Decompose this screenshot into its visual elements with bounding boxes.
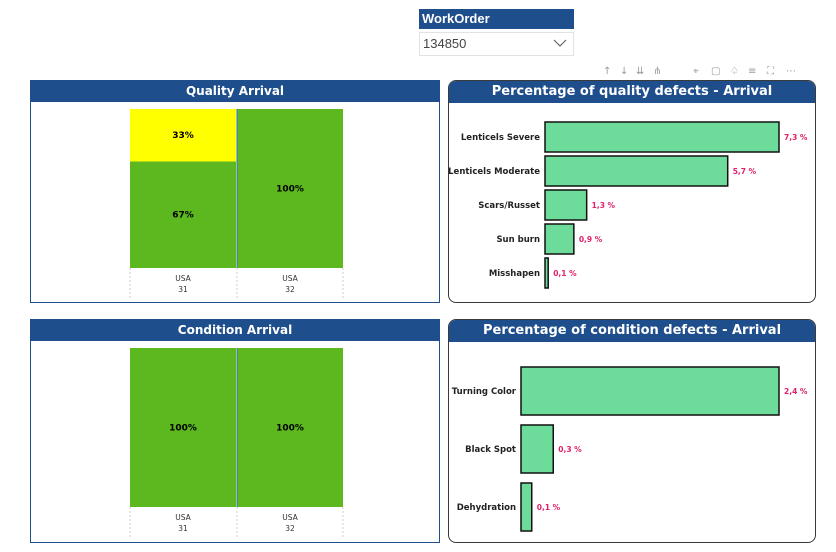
condition-defects-chart: Turning Color 2,4 % Black Spot 0,3 % Dehydra… xyxy=(452,366,808,532)
bar xyxy=(544,257,549,289)
bar xyxy=(544,223,575,255)
data-label: 5,7 % xyxy=(733,167,757,176)
bar-segment xyxy=(130,348,236,507)
category-label: Turning Color xyxy=(452,387,517,397)
quality-defects-panel: Percentage of quality defects - Arrival … xyxy=(448,80,816,303)
quality-arrival-chart: 67% 33% USA 31 100% USA 32 xyxy=(129,109,344,300)
condition-arrival-chart: 100% USA 31 100% USA 32 xyxy=(129,348,344,539)
condition-defects-panel: Percentage of condition defects - Arriva… xyxy=(448,319,816,543)
double-arrow-down-icon[interactable]: ⇊ xyxy=(636,66,645,77)
quality-arrival-panel: Quality Arrival 67% 33% USA 31 100% USA 32 xyxy=(30,80,440,303)
axis-tick-label: USA xyxy=(282,274,298,283)
axis-tick-label: USA xyxy=(175,513,191,522)
data-label: 1,3 % xyxy=(592,201,616,210)
workorder-slicer[interactable]: WorkOrder 134850 xyxy=(419,9,574,57)
condition-arrival-panel: Condition Arrival 100% USA 31 100% USA 32 xyxy=(30,319,440,543)
bar xyxy=(544,189,588,221)
axis-tick-label: 32 xyxy=(285,285,295,294)
category-label: Lenticels Moderate xyxy=(449,167,540,177)
data-label: 0,1 % xyxy=(553,269,577,278)
workorder-dropdown[interactable]: 134850 xyxy=(419,32,574,56)
panel-title: Percentage of quality defects - Arrival xyxy=(449,81,815,103)
panel-title: Quality Arrival xyxy=(31,81,439,102)
data-label: 0,9 % xyxy=(579,235,603,244)
chevron-down-icon[interactable] xyxy=(553,33,567,55)
panel-title: Percentage of condition defects - Arriva… xyxy=(449,320,815,342)
axis-tick-label: 31 xyxy=(178,524,188,533)
slicer-title: WorkOrder xyxy=(419,9,574,29)
arrow-up-icon[interactable]: ↑ xyxy=(603,66,612,77)
data-label: 100% xyxy=(276,424,304,434)
data-label: 7,3 % xyxy=(784,133,808,142)
bar xyxy=(520,366,780,416)
bar xyxy=(520,482,533,532)
data-label: 100% xyxy=(276,185,304,195)
workorder-value: 134850 xyxy=(423,36,467,51)
data-label: 0,3 % xyxy=(558,445,582,454)
quality-defects-chart: Lenticels Severe 7,3 % Lenticels Moderate 5… xyxy=(449,121,808,289)
category-label: Scars/Russet xyxy=(478,201,540,211)
bar xyxy=(520,424,554,474)
data-label: 67% xyxy=(172,211,194,221)
data-label: 33% xyxy=(172,131,194,141)
data-label: 2,4 % xyxy=(784,387,808,396)
bar xyxy=(544,155,729,187)
category-label: Sun burn xyxy=(496,235,540,245)
more-options-icon[interactable]: ⋯ xyxy=(786,66,796,77)
copy-icon[interactable]: ▢ xyxy=(711,66,721,77)
bell-icon[interactable]: ♤ xyxy=(730,66,739,77)
axis-tick-label: 31 xyxy=(178,285,188,294)
category-label: Lenticels Severe xyxy=(461,133,540,143)
bar-segment xyxy=(237,109,343,268)
arrow-down-icon[interactable]: ↓ xyxy=(620,66,629,77)
bar-segment xyxy=(130,161,236,268)
pin-icon[interactable]: ⌖ xyxy=(693,66,699,77)
axis-tick-label: USA xyxy=(175,274,191,283)
category-label: Dehydration xyxy=(457,503,516,513)
fork-icon[interactable]: ⋔ xyxy=(653,66,662,77)
axis-tick-label: 32 xyxy=(285,524,295,533)
bar-segment xyxy=(237,348,343,507)
data-label: 100% xyxy=(169,424,197,434)
category-label: Black Spot xyxy=(465,445,516,455)
bar-segment xyxy=(130,109,236,162)
focus-mode-icon[interactable]: ⛶ xyxy=(767,66,774,77)
category-label: Misshapen xyxy=(489,269,540,279)
data-label: 0,1 % xyxy=(537,503,561,512)
panel-title: Condition Arrival xyxy=(31,320,439,341)
filter-icon[interactable]: ≡ xyxy=(748,66,757,77)
axis-tick-label: USA xyxy=(282,513,298,522)
bar xyxy=(544,121,780,153)
